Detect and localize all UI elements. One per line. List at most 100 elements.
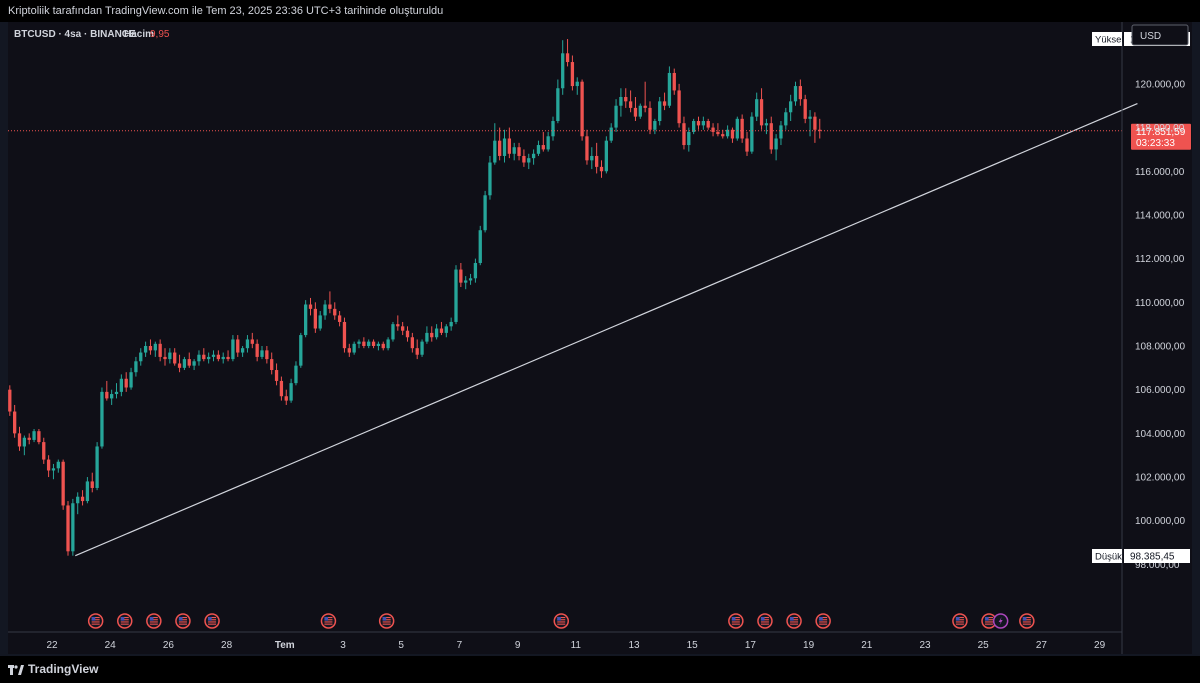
candle-body	[536, 145, 541, 154]
candle-body	[420, 341, 424, 355]
candle-up	[493, 123, 497, 165]
event-marker[interactable]	[204, 613, 220, 629]
flag-stripe	[178, 617, 187, 619]
candle-up	[774, 134, 778, 161]
candle-down	[410, 332, 415, 353]
candle-body	[80, 496, 85, 502]
candle-body	[396, 324, 400, 327]
candle-up	[478, 225, 482, 266]
us-flag-icon[interactable]	[320, 613, 337, 629]
candle-up	[153, 341, 157, 357]
flag-stripe	[731, 617, 740, 619]
candle-body	[701, 121, 706, 126]
currency-selector[interactable]: USD	[1131, 24, 1189, 46]
flag-stripe	[382, 617, 391, 619]
event-marker[interactable]	[815, 613, 831, 629]
event-marker[interactable]	[320, 613, 337, 629]
us-flag-icon[interactable]	[952, 613, 968, 629]
us-flag-icon[interactable]	[204, 613, 220, 629]
candle-body	[95, 446, 99, 488]
candle-body	[619, 96, 623, 106]
candle-up	[512, 142, 516, 161]
candle-up	[619, 88, 623, 117]
us-flag-icon[interactable]	[87, 613, 104, 629]
candle-up	[299, 332, 303, 368]
price-tick-label: 102.000,00	[1135, 473, 1185, 484]
candle-body	[478, 230, 482, 263]
candle-up	[575, 77, 579, 95]
flag-stripe	[760, 621, 769, 623]
event-marker[interactable]	[553, 613, 569, 629]
event-marker[interactable]	[117, 613, 133, 629]
flag-stripe	[208, 621, 217, 623]
candle-up	[143, 341, 148, 357]
flag-canton	[955, 617, 960, 621]
us-flag-icon[interactable]	[815, 613, 831, 629]
event-marker[interactable]	[728, 613, 744, 629]
us-flag-icon[interactable]	[757, 613, 773, 629]
currency-box-frame[interactable]	[1131, 24, 1189, 46]
us-flag-icon[interactable]	[378, 613, 395, 629]
event-marker-special[interactable]	[992, 613, 1009, 629]
flag-stripe	[985, 617, 994, 619]
time-tick-label: 3	[340, 640, 346, 651]
candle-body	[551, 121, 555, 137]
candle-down	[17, 426, 22, 451]
us-flag-icon[interactable]	[175, 613, 191, 629]
candle-up	[294, 361, 298, 386]
candle-body	[488, 162, 492, 196]
us-flag-icon[interactable]	[146, 613, 162, 629]
candle-up	[483, 190, 487, 233]
candle-up	[764, 118, 769, 135]
candle-up	[240, 345, 245, 357]
candle-down	[706, 118, 710, 130]
event-marker[interactable]	[175, 613, 191, 629]
candle-body	[730, 129, 735, 139]
us-flag-icon[interactable]	[786, 613, 802, 629]
candle-body	[134, 361, 138, 373]
price-tick-label: 116.000,00	[1135, 167, 1185, 178]
candle-up	[546, 131, 550, 152]
candle-down	[459, 262, 463, 288]
candle-up	[527, 153, 531, 170]
flag-stripe	[985, 621, 994, 623]
event-marker[interactable]	[757, 613, 773, 629]
candle-down	[313, 302, 318, 333]
candle-up	[556, 79, 560, 124]
flag-stripe	[120, 623, 129, 625]
event-marker[interactable]	[378, 613, 395, 629]
time-tick-label: 9	[515, 640, 521, 651]
candle-body	[468, 278, 473, 281]
candle-body	[240, 348, 245, 353]
chart-area[interactable]: 117.851,59 03:23:33 98.000,00 100.000,00 10…	[8, 22, 1192, 654]
flag-stripe	[91, 621, 100, 623]
candle-down	[595, 142, 599, 174]
candle-down	[517, 142, 521, 161]
flag-stripe	[731, 621, 740, 623]
candle-up	[488, 155, 492, 200]
flag-stripe	[91, 623, 100, 625]
candle-body	[328, 304, 332, 309]
trendline[interactable]	[75, 102, 1138, 557]
candle-body	[221, 356, 225, 360]
event-marker[interactable]	[87, 613, 104, 629]
candle-up	[85, 477, 90, 504]
event-marker[interactable]	[1019, 613, 1035, 629]
event-marker[interactable]	[786, 613, 802, 629]
candle-up	[182, 356, 187, 371]
us-flag-icon[interactable]	[728, 613, 744, 629]
us-flag-icon[interactable]	[117, 613, 133, 629]
candle-body	[653, 121, 657, 130]
event-marker[interactable]	[146, 613, 162, 629]
volume-label: Hacim	[124, 29, 154, 40]
candle-body	[61, 461, 65, 506]
candle-up	[653, 118, 657, 135]
event-marker[interactable]	[952, 613, 968, 629]
candle-body	[236, 339, 240, 353]
us-flag-icon[interactable]	[1019, 613, 1035, 629]
us-flag-icon[interactable]	[553, 613, 569, 629]
currency-label[interactable]: USD	[1140, 31, 1161, 42]
flag-canton	[731, 617, 736, 621]
time-tick-label: 17	[745, 640, 757, 651]
